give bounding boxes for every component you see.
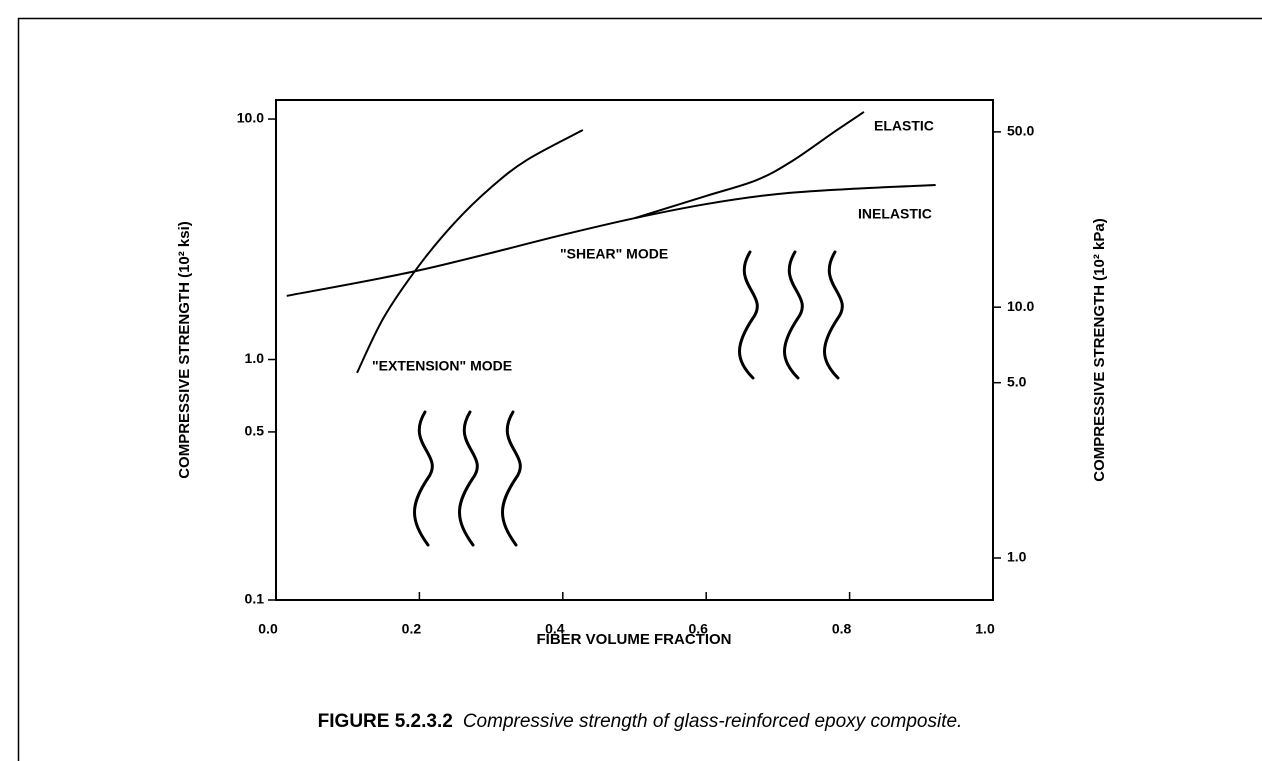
frame [17, 17, 1262, 761]
y-tick-label: 1.0 [245, 350, 265, 366]
wave [823, 250, 844, 380]
plot-frame [275, 99, 994, 601]
y-tick-label: 0.5 [245, 423, 265, 439]
wave [413, 410, 434, 547]
annotation: "SHEAR" MODE [560, 246, 668, 262]
annotation: INELASTIC [858, 206, 932, 222]
y2-tick-label: 10.0 [1007, 298, 1034, 314]
curve [286, 183, 936, 297]
x-tick-label: 0.0 [258, 621, 278, 637]
y-axis-label: COMPRESSIVE STRENGTH (10² ksi) [176, 221, 193, 479]
y2-tick-label: 1.0 [1007, 549, 1027, 565]
x-tick-label: 0.4 [545, 621, 565, 637]
wave-icons [413, 250, 844, 547]
wave [783, 250, 804, 380]
y2-tick-label: 5.0 [1007, 373, 1027, 389]
y2-tick-label: 50.0 [1007, 123, 1034, 139]
caption-text: Compressive strength of glass-reinforced… [463, 711, 963, 732]
x-tick-label: 1.0 [975, 621, 995, 637]
x-tick-label: 0.2 [402, 621, 422, 637]
x-tick-label: 0.8 [832, 621, 852, 637]
curve [634, 111, 865, 220]
x-tick-label: 0.6 [688, 621, 708, 637]
y-tick-label: 10.0 [237, 110, 264, 126]
wave [738, 250, 759, 380]
y-tick-label: 0.1 [245, 591, 265, 607]
annotation: "EXTENSION" MODE [372, 358, 512, 374]
caption-number: FIGURE 5.2.3.2 [318, 711, 453, 732]
curve [356, 129, 584, 374]
annotation: ELASTIC [874, 118, 934, 134]
wave [458, 410, 479, 547]
x-axis-label: FIBER VOLUME FRACTION [537, 631, 732, 648]
caption: FIGURE 5.2.3.2 Compressive strength of gl… [318, 711, 963, 732]
wave [501, 410, 522, 547]
y2-axis-label: COMPRESSIVE STRENGTH (10² kPa) [1091, 218, 1108, 481]
